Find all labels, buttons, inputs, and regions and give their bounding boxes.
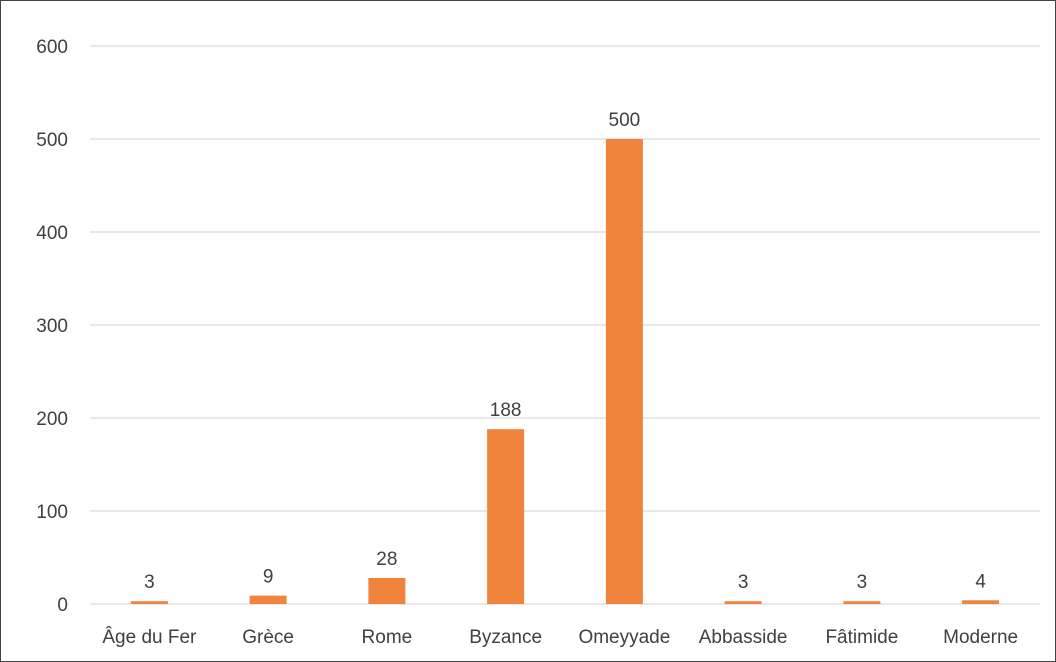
- x-category-label: Rome: [362, 627, 413, 648]
- data-label: 3: [738, 572, 749, 593]
- y-tick-label: 0: [57, 595, 68, 616]
- bar: [249, 595, 287, 604]
- bar: [843, 601, 881, 604]
- data-label: 500: [609, 110, 641, 131]
- data-label: 9: [263, 567, 274, 588]
- bar: [487, 429, 525, 604]
- y-tick-label: 600: [36, 37, 68, 58]
- data-label: 4: [975, 571, 986, 592]
- x-category-label: Fâtimide: [825, 627, 898, 648]
- y-tick-label: 500: [36, 130, 68, 151]
- x-category-label: Grèce: [242, 627, 294, 648]
- gridlines: [90, 45, 1040, 605]
- y-tick-label: 100: [36, 502, 68, 523]
- x-category-label: Omeyyade: [578, 627, 670, 648]
- y-tick-label: 400: [36, 223, 68, 244]
- y-tick-label: 200: [36, 409, 68, 430]
- x-category-label: Âge du Fer: [102, 626, 197, 648]
- x-axis-categories: Âge du Fer Grèce Rome Byzance Omeyyade Abbass…: [102, 626, 1018, 648]
- y-tick-label: 300: [36, 316, 68, 337]
- x-category-label: Byzance: [469, 627, 542, 648]
- data-label: 188: [490, 400, 522, 421]
- x-category-label: Moderne: [943, 627, 1018, 648]
- data-label: 3: [144, 572, 155, 593]
- bar: [605, 139, 643, 604]
- data-label: 28: [376, 549, 397, 570]
- bar: [962, 600, 1000, 604]
- x-category-label: Abbasside: [699, 627, 788, 648]
- bar: [130, 601, 168, 604]
- data-label: 3: [857, 572, 868, 593]
- y-axis-ticks: 0 100 200 300 400 500 600: [36, 37, 68, 616]
- bars: [130, 139, 1000, 604]
- bar: [724, 601, 762, 604]
- bar: [368, 577, 406, 604]
- data-labels: 3 9 28 188 500 3 3 4: [144, 110, 986, 593]
